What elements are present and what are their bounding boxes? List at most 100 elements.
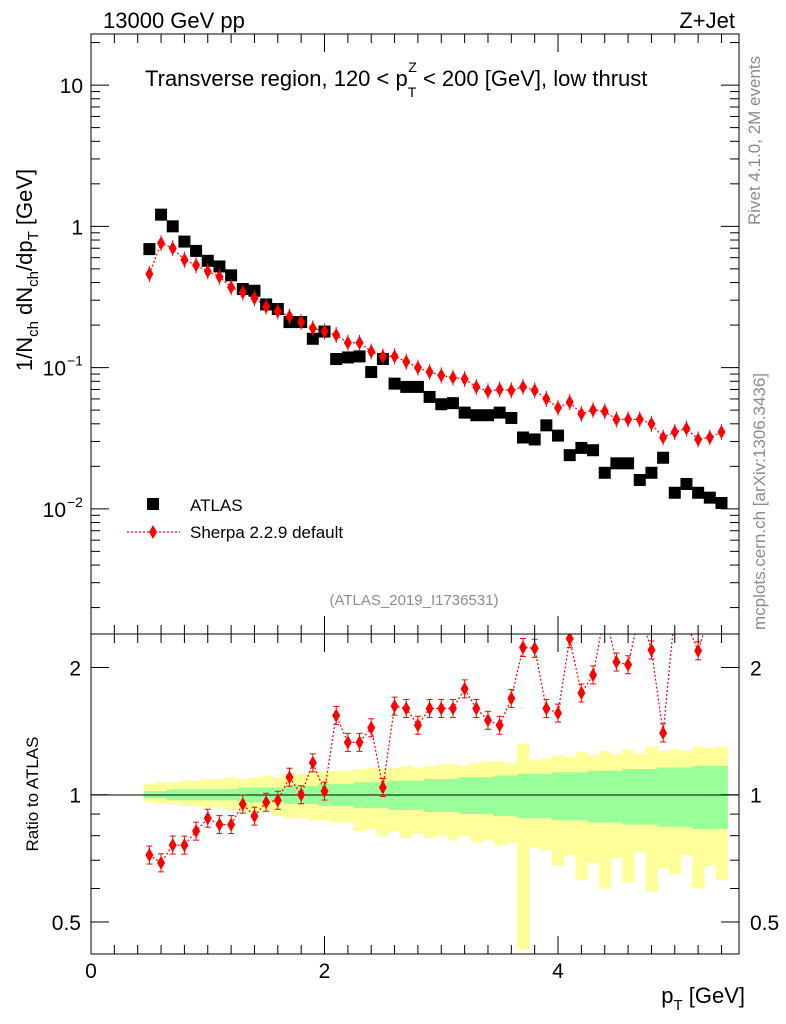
- atlas-point: [178, 235, 191, 248]
- legend: ATLAS Sherpa 2.2.9 default: [127, 496, 343, 542]
- ratio-y-tick-label: 0.5: [52, 912, 81, 935]
- atlas-point: [622, 457, 635, 470]
- atlas-point: [330, 353, 343, 366]
- atlas-point: [353, 350, 366, 363]
- band-inner-bin: [482, 777, 495, 815]
- ratio-y-axis-label: Ratio to ATLAS: [23, 737, 42, 852]
- ratio-point: [659, 725, 668, 740]
- sherpa-point: [448, 370, 457, 385]
- atlas-point: [493, 406, 506, 419]
- sherpa-point: [332, 328, 341, 343]
- atlas-point: [423, 390, 436, 403]
- band-inner-bin: [575, 772, 588, 821]
- sherpa-point: [413, 360, 422, 375]
- sherpa-point: [157, 236, 166, 251]
- sherpa-point: [600, 404, 609, 419]
- band-inner-bin: [552, 772, 565, 821]
- y-tick-label: 10: [43, 358, 66, 381]
- sherpa-point: [519, 379, 527, 394]
- ratio-point: [671, 605, 679, 619]
- band-inner-bin: [517, 773, 530, 819]
- atlas-point: [692, 486, 705, 499]
- atlas-point: [668, 486, 681, 499]
- band-inner-bin: [528, 773, 542, 819]
- legend-sherpa-marker: [149, 525, 157, 539]
- ratio-point: [192, 824, 201, 839]
- legend-sherpa-label: Sherpa 2.2.9 default: [190, 523, 343, 542]
- sherpa-point: [203, 264, 212, 279]
- sherpa-point: [262, 299, 271, 314]
- atlas-point: [143, 243, 156, 256]
- ratio-point: [308, 755, 317, 770]
- ratio-point: [647, 642, 656, 657]
- energy-label: 13000 GeV pp: [103, 8, 245, 33]
- atlas-point: [645, 466, 658, 479]
- sherpa-point: [483, 384, 492, 399]
- atlas-point: [213, 260, 226, 273]
- atlas-point: [680, 477, 693, 490]
- ratio-point: [168, 838, 177, 853]
- sherpa-point: [402, 354, 411, 369]
- ratio-series: [145, 605, 714, 873]
- atlas-point: [388, 377, 401, 390]
- band-inner-bin: [540, 773, 553, 819]
- ratio-point: [495, 718, 504, 733]
- atlas-point: [225, 269, 238, 282]
- process-label: Z+Jet: [679, 8, 735, 33]
- atlas-point: [341, 351, 354, 364]
- legend-atlas-marker: [147, 498, 159, 510]
- sherpa-point: [589, 403, 598, 418]
- chart-title: Transverse region, 120 < pTZ < 200 [GeV]…: [145, 59, 647, 100]
- band-inner-bin: [622, 769, 635, 825]
- y-tick-label: 1: [71, 216, 83, 239]
- ratio-point: [297, 787, 306, 802]
- band-inner-bin: [470, 777, 483, 815]
- ratio-point: [601, 605, 609, 619]
- ratio-point: [706, 605, 714, 619]
- ratio-point: [413, 718, 422, 733]
- band-inner-bin: [610, 770, 623, 823]
- sherpa-point: [472, 379, 481, 394]
- atlas-point: [540, 419, 553, 432]
- ratio-point: [343, 735, 352, 750]
- atlas-point: [201, 254, 214, 267]
- sherpa-point: [297, 315, 306, 330]
- analysis-id: (ATLAS_2019_I1736531): [329, 592, 498, 609]
- sherpa-point: [425, 365, 434, 380]
- ratio-point: [367, 720, 376, 735]
- band-inner-bin: [657, 767, 670, 827]
- band-inner-bin: [458, 777, 472, 815]
- y-tick-label-exponent: −2: [67, 494, 83, 510]
- ratio-point: [180, 838, 189, 853]
- ratio-point: [203, 811, 212, 826]
- sherpa-point: [192, 258, 201, 273]
- band-inner-bin: [598, 770, 612, 823]
- band-inner-bin: [633, 769, 647, 825]
- ratio-y-tick-label-right: 1: [750, 785, 762, 808]
- sherpa-point: [308, 321, 317, 336]
- sherpa-point: [437, 368, 446, 383]
- ratio-point: [507, 691, 516, 706]
- sherpa-point: [624, 412, 633, 427]
- band-inner-bin: [563, 772, 577, 821]
- ratio-y-tick-label-right: 2: [750, 657, 762, 680]
- sherpa-point: [390, 349, 399, 364]
- sherpa-point: [273, 304, 282, 319]
- sherpa-point: [227, 280, 236, 295]
- sherpa-point: [343, 335, 352, 350]
- ratio-point: [425, 701, 434, 716]
- x-axis-label: pT [GeV]: [661, 983, 745, 1014]
- ratio-point: [694, 643, 703, 658]
- sherpa-point: [355, 335, 364, 350]
- sherpa-point: [565, 395, 574, 410]
- atlas-point: [505, 411, 518, 424]
- ratio-point: [589, 667, 598, 682]
- ratio-plot-frame: [90, 633, 740, 955]
- ratio-point: [238, 797, 247, 812]
- ratio-point: [273, 793, 282, 808]
- sherpa-point: [507, 383, 516, 398]
- atlas-point: [446, 397, 459, 410]
- sherpa-point: [717, 424, 726, 439]
- ratio-point: [682, 616, 690, 630]
